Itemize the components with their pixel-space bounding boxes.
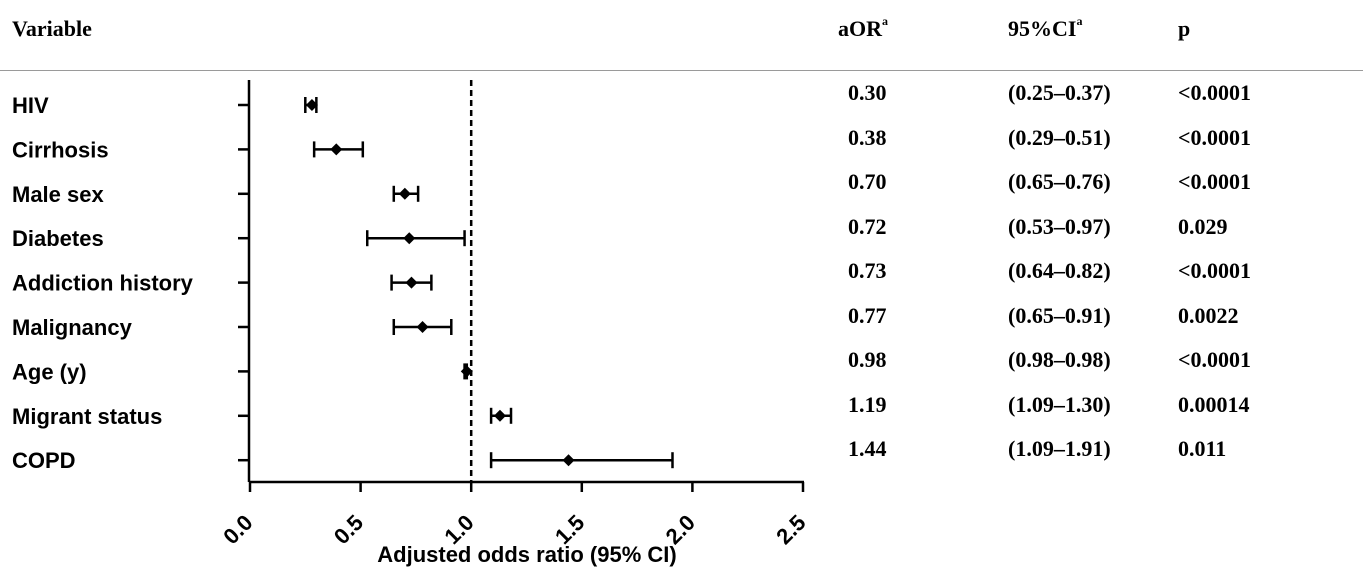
table-cell-p: 0.011 <box>1178 436 1227 461</box>
category-label: Migrant status <box>12 404 162 429</box>
table-cell-ci: (0.29–0.51) <box>1008 124 1111 150</box>
header-p: p <box>1178 16 1191 41</box>
table-cell-ci: (1.09–1.91) <box>1008 436 1111 461</box>
table-cell-aor: 0.73 <box>848 258 887 283</box>
x-tick-label: 0.0 <box>218 510 257 549</box>
table-cell-p: <0.0001 <box>1178 124 1252 150</box>
table-cell-aor: 0.77 <box>848 302 887 328</box>
category-label: Diabetes <box>12 226 104 251</box>
table-cell-ci: (0.65–0.91) <box>1008 302 1111 328</box>
table-cell-aor: 0.72 <box>848 213 887 239</box>
point-estimate-marker <box>562 454 575 467</box>
category-label: Male sex <box>12 182 104 207</box>
table-cell-p: 0.00014 <box>1178 391 1250 417</box>
point-estimate-marker <box>305 99 318 111</box>
point-estimate-marker <box>330 143 343 156</box>
point-estimate-marker <box>493 409 506 422</box>
table-cell-aor: 0.38 <box>848 124 887 150</box>
x-tick-label: 0.5 <box>329 510 368 549</box>
category-label: COPD <box>12 448 76 473</box>
category-label: HIV <box>12 93 49 118</box>
table-cell-ci: (1.09–1.30) <box>1008 391 1111 417</box>
x-tick-label: 2.5 <box>771 510 810 549</box>
table-cell-p: 0.029 <box>1178 213 1228 239</box>
table-cell-p: <0.0001 <box>1178 169 1252 194</box>
header-divider <box>0 70 1363 71</box>
table-cell-p: 0.0022 <box>1178 302 1239 328</box>
category-label: Malignancy <box>12 315 133 340</box>
header-aor: aORa <box>838 14 888 42</box>
table-cell-p: <0.0001 <box>1178 258 1252 283</box>
table-cell-aor: 1.19 <box>848 391 887 417</box>
category-label: Addiction history <box>12 271 194 296</box>
point-estimate-marker <box>405 276 418 289</box>
table-cell-aor: 0.70 <box>848 169 887 194</box>
point-estimate-marker <box>460 365 473 378</box>
table-cell-aor: 1.44 <box>848 436 887 461</box>
point-estimate-marker <box>398 187 411 200</box>
table-cell-aor: 0.30 <box>848 80 887 105</box>
table-cell-p: <0.0001 <box>1178 80 1252 105</box>
table-cell-aor: 0.98 <box>848 347 887 372</box>
table-cell-ci: (0.65–0.76) <box>1008 169 1111 194</box>
header-ci-footnote: a <box>1076 14 1083 28</box>
category-label: Cirrhosis <box>12 137 109 162</box>
x-axis-label: Adjusted odds ratio (95% CI) <box>377 542 676 567</box>
header-ci: 95%CIa <box>1008 14 1083 42</box>
table-cell-p: <0.0001 <box>1178 347 1252 372</box>
table-cell-ci: (0.53–0.97) <box>1008 213 1111 239</box>
table-cell-ci: (0.25–0.37) <box>1008 80 1111 105</box>
header-variable: Variable <box>12 16 92 41</box>
table-cell-ci: (0.98–0.98) <box>1008 347 1111 372</box>
table-cell-ci: (0.64–0.82) <box>1008 258 1111 283</box>
header-aor-label: aOR <box>838 16 882 41</box>
point-estimate-marker <box>416 321 429 333</box>
point-estimate-marker <box>403 232 416 245</box>
header-ci-label: 95%CI <box>1008 16 1077 41</box>
category-label: Age (y) <box>12 359 87 384</box>
header-aor-footnote: a <box>882 14 888 28</box>
